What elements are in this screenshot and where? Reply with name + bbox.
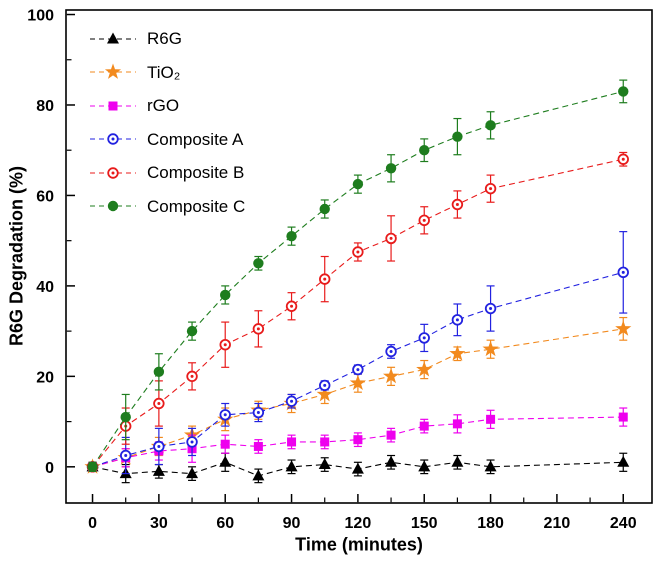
svg-text:90: 90 [283, 515, 301, 532]
legend-label-composite-a: Composite A [147, 129, 244, 149]
svg-text:0: 0 [45, 460, 54, 477]
svg-text:20: 20 [36, 369, 54, 386]
legend-entry-r6g: R6G [88, 22, 245, 56]
svg-text:210: 210 [544, 515, 571, 532]
svg-text:40: 40 [36, 279, 54, 296]
composite-c-marker-icon [90, 201, 136, 212]
rgo-marker-icon [90, 101, 136, 111]
legend-entry-rgo: rGO [88, 89, 245, 123]
composite-b-marker-icon [90, 167, 136, 179]
legend-label-rgo: rGO [147, 96, 180, 116]
tio2-marker-icon [90, 63, 136, 80]
svg-text:180: 180 [477, 515, 504, 532]
svg-text:0: 0 [88, 515, 97, 532]
legend-entry-composite-b: Composite B [88, 156, 245, 190]
legend-label-tio2: TiO₂ [147, 62, 181, 82]
svg-text:60: 60 [36, 188, 54, 205]
legend-entry-composite-a: Composite A [88, 123, 245, 157]
svg-text:240: 240 [610, 515, 637, 532]
legend-label-composite-c: Composite C [147, 196, 246, 216]
r6g-marker-icon [90, 32, 136, 44]
legend-entry-tio2: TiO₂ [88, 56, 245, 90]
composite-a-marker-icon [90, 133, 136, 145]
legend-entry-composite-c: Composite C [88, 190, 245, 224]
svg-text:30: 30 [150, 515, 168, 532]
y-axis-title: R6G Degradation (%) [6, 165, 27, 347]
svg-text:60: 60 [216, 515, 234, 532]
svg-text:150: 150 [411, 515, 438, 532]
x-axis-title: Time (minutes) [295, 534, 423, 555]
legend: R6G TiO₂ rGO Composite A Composite B Com… [88, 22, 245, 223]
legend-label-composite-b: Composite B [147, 163, 245, 183]
legend-label-r6g: R6G [147, 29, 182, 49]
svg-text:120: 120 [345, 515, 372, 532]
svg-text:100: 100 [27, 8, 54, 25]
svg-text:80: 80 [36, 98, 54, 115]
